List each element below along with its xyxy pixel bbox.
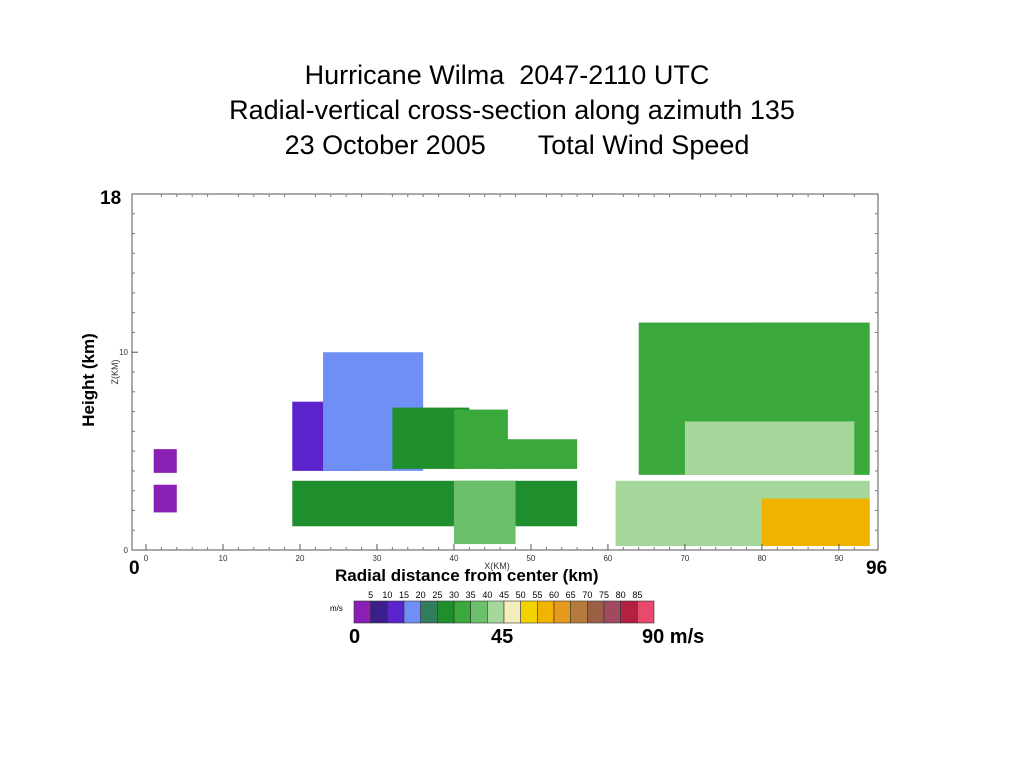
colorbar-tick-label-9: 50: [516, 590, 526, 600]
x-axis-title: Radial distance from center (km): [335, 566, 599, 585]
colorbar-tick-label-8: 45: [499, 590, 509, 600]
x-min-label: 0: [129, 558, 140, 579]
colorbar-tick-label-11: 60: [549, 590, 559, 600]
colorbar-tick-label-14: 75: [599, 590, 609, 600]
colorbar-swatch-6: [453, 600, 471, 624]
colorbar-tick-label-7: 40: [482, 590, 492, 600]
colorbar: 5 10 15 20 25 30 35 40 45 50 55 60 65 70 75 80 85: [353, 590, 655, 624]
colorbar-swatch-2: [387, 600, 405, 624]
field-cell-10: [754, 322, 839, 412]
colorbar-swatch-11: [537, 600, 555, 624]
colorbar-swatch-14: [587, 600, 605, 624]
field-cell-1: [153, 484, 177, 513]
y-tick-label-0: 0: [124, 546, 129, 555]
colorbar-swatch-4: [420, 600, 438, 624]
colorbar-tick-label-13: 70: [582, 590, 592, 600]
colorbar-swatch-12: [553, 600, 571, 624]
chart-title: Hurricane Wilma 2047-2110 UTC Radial-ver…: [0, 58, 1024, 163]
colorbar-tick-label-3: 20: [416, 590, 426, 600]
field-cell-11: [684, 421, 855, 475]
axis-ticks: 0 10 20 30 40 50 60 70 80 90 0 10: [119, 194, 878, 563]
x-tick-label-3: 30: [373, 554, 382, 563]
colorbar-tick-label-12: 65: [566, 590, 576, 600]
colorbar-tick-label-16: 85: [632, 590, 642, 600]
x-tick-label-9: 90: [834, 554, 843, 563]
colorbar-tick-label-1: 10: [382, 590, 392, 600]
field-cell-8: [453, 480, 516, 545]
y-axis-title: Height (km): [79, 333, 98, 427]
inner-y-axis-label: Z(KM): [110, 360, 120, 385]
colorbar-swatch-13: [570, 600, 588, 624]
colorbar-swatch-16: [620, 600, 638, 624]
field-cell-6: [492, 439, 578, 469]
field-cell-0: [153, 449, 177, 473]
x-tick-label-6: 60: [603, 554, 612, 563]
x-tick-label-7: 70: [680, 554, 689, 563]
colorbar-swatch-3: [403, 600, 421, 624]
colorbar-tick-label-10: 55: [532, 590, 542, 600]
wind-speed-field: [153, 322, 870, 547]
colorbar-max-label: 90 m/s: [642, 626, 705, 648]
field-cell-13: [761, 498, 870, 547]
colorbar-swatch-1: [370, 600, 388, 624]
x-tick-label-5: 50: [526, 554, 535, 563]
y-max-label: 18: [100, 188, 122, 209]
colorbar-mid-label: 45: [491, 626, 514, 648]
x-tick-label-2: 20: [296, 554, 305, 563]
field-cell-7: [292, 480, 578, 527]
y-tick-label-1: 10: [119, 348, 128, 357]
colorbar-swatch-15: [603, 600, 621, 624]
colorbar-tick-label-15: 80: [616, 590, 626, 600]
title-line-1: Hurricane Wilma 2047-2110 UTC: [304, 60, 710, 90]
x-tick-label-0: 0: [144, 554, 149, 563]
colorbar-tick-label-0: 5: [368, 590, 373, 600]
colorbar-units: m/s: [330, 604, 343, 613]
colorbar-swatch-10: [520, 600, 538, 624]
colorbar-swatch-9: [503, 600, 521, 624]
colorbar-tick-label-5: 30: [449, 590, 459, 600]
colorbar-swatch-7: [470, 600, 488, 624]
colorbar-tick-label-4: 25: [432, 590, 442, 600]
x-max-label: 96: [866, 558, 888, 579]
x-tick-label-8: 80: [757, 554, 766, 563]
colorbar-min-label: 0: [349, 626, 361, 648]
colorbar-swatch-17: [637, 600, 655, 624]
colorbar-tick-label-2: 15: [399, 590, 409, 600]
colorbar-swatch-0: [353, 600, 371, 624]
colorbar-swatch-5: [437, 600, 455, 624]
title-line-2: Radial-vertical cross-section along azim…: [229, 95, 795, 125]
title-line-3: 23 October 2005 Total Wind Speed: [284, 130, 750, 160]
x-tick-label-4: 40: [450, 554, 459, 563]
x-tick-label-1: 10: [219, 554, 228, 563]
colorbar-swatch-8: [487, 600, 505, 624]
colorbar-tick-label-6: 35: [466, 590, 476, 600]
inner-x-axis-label: X(KM): [484, 561, 510, 571]
